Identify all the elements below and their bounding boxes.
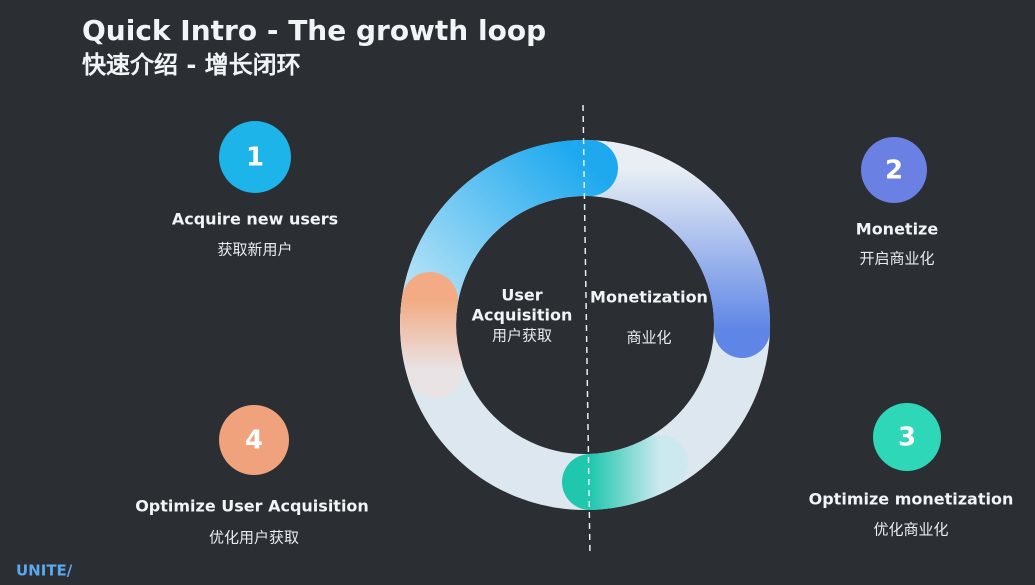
step-badge bbox=[219, 121, 291, 193]
subtitle: 快速介绍 - 增长闭环 bbox=[82, 51, 301, 79]
step-badge bbox=[873, 403, 941, 471]
step-label: Monetize bbox=[856, 220, 939, 239]
step-label-zh: 获取新用户 bbox=[217, 241, 292, 259]
center-right-text: 商业化 bbox=[626, 329, 671, 347]
center-left-text: 用户获取 bbox=[492, 327, 552, 345]
step-label-zh: 优化用户获取 bbox=[209, 529, 299, 547]
step-number: 1 bbox=[246, 143, 264, 173]
step-label: Acquire new users bbox=[172, 210, 338, 229]
center-right-text: Monetization bbox=[590, 288, 708, 307]
title: Quick Intro - The growth loop bbox=[82, 14, 546, 47]
logo: UNITE/ bbox=[16, 562, 73, 580]
divider bbox=[582, 104, 591, 556]
step-label: Optimize User Acquisition bbox=[135, 497, 369, 516]
ring-optimize-ua bbox=[400, 272, 463, 398]
center-left-text: User bbox=[501, 286, 542, 305]
step-badge bbox=[219, 405, 289, 475]
step-label: Optimize monetization bbox=[809, 490, 1014, 509]
step-label-zh: 优化商业化 bbox=[873, 521, 948, 539]
step-number: 4 bbox=[245, 426, 263, 456]
step-number: 2 bbox=[885, 156, 903, 186]
step-label-zh: 开启商业化 bbox=[859, 250, 934, 268]
loop-ring bbox=[400, 139, 771, 510]
step-badge bbox=[861, 137, 927, 203]
ring-optimize-monetization bbox=[562, 435, 688, 510]
center-left-text: Acquisition bbox=[472, 306, 573, 325]
step-number: 3 bbox=[898, 423, 916, 453]
ring-monetize bbox=[574, 141, 771, 358]
